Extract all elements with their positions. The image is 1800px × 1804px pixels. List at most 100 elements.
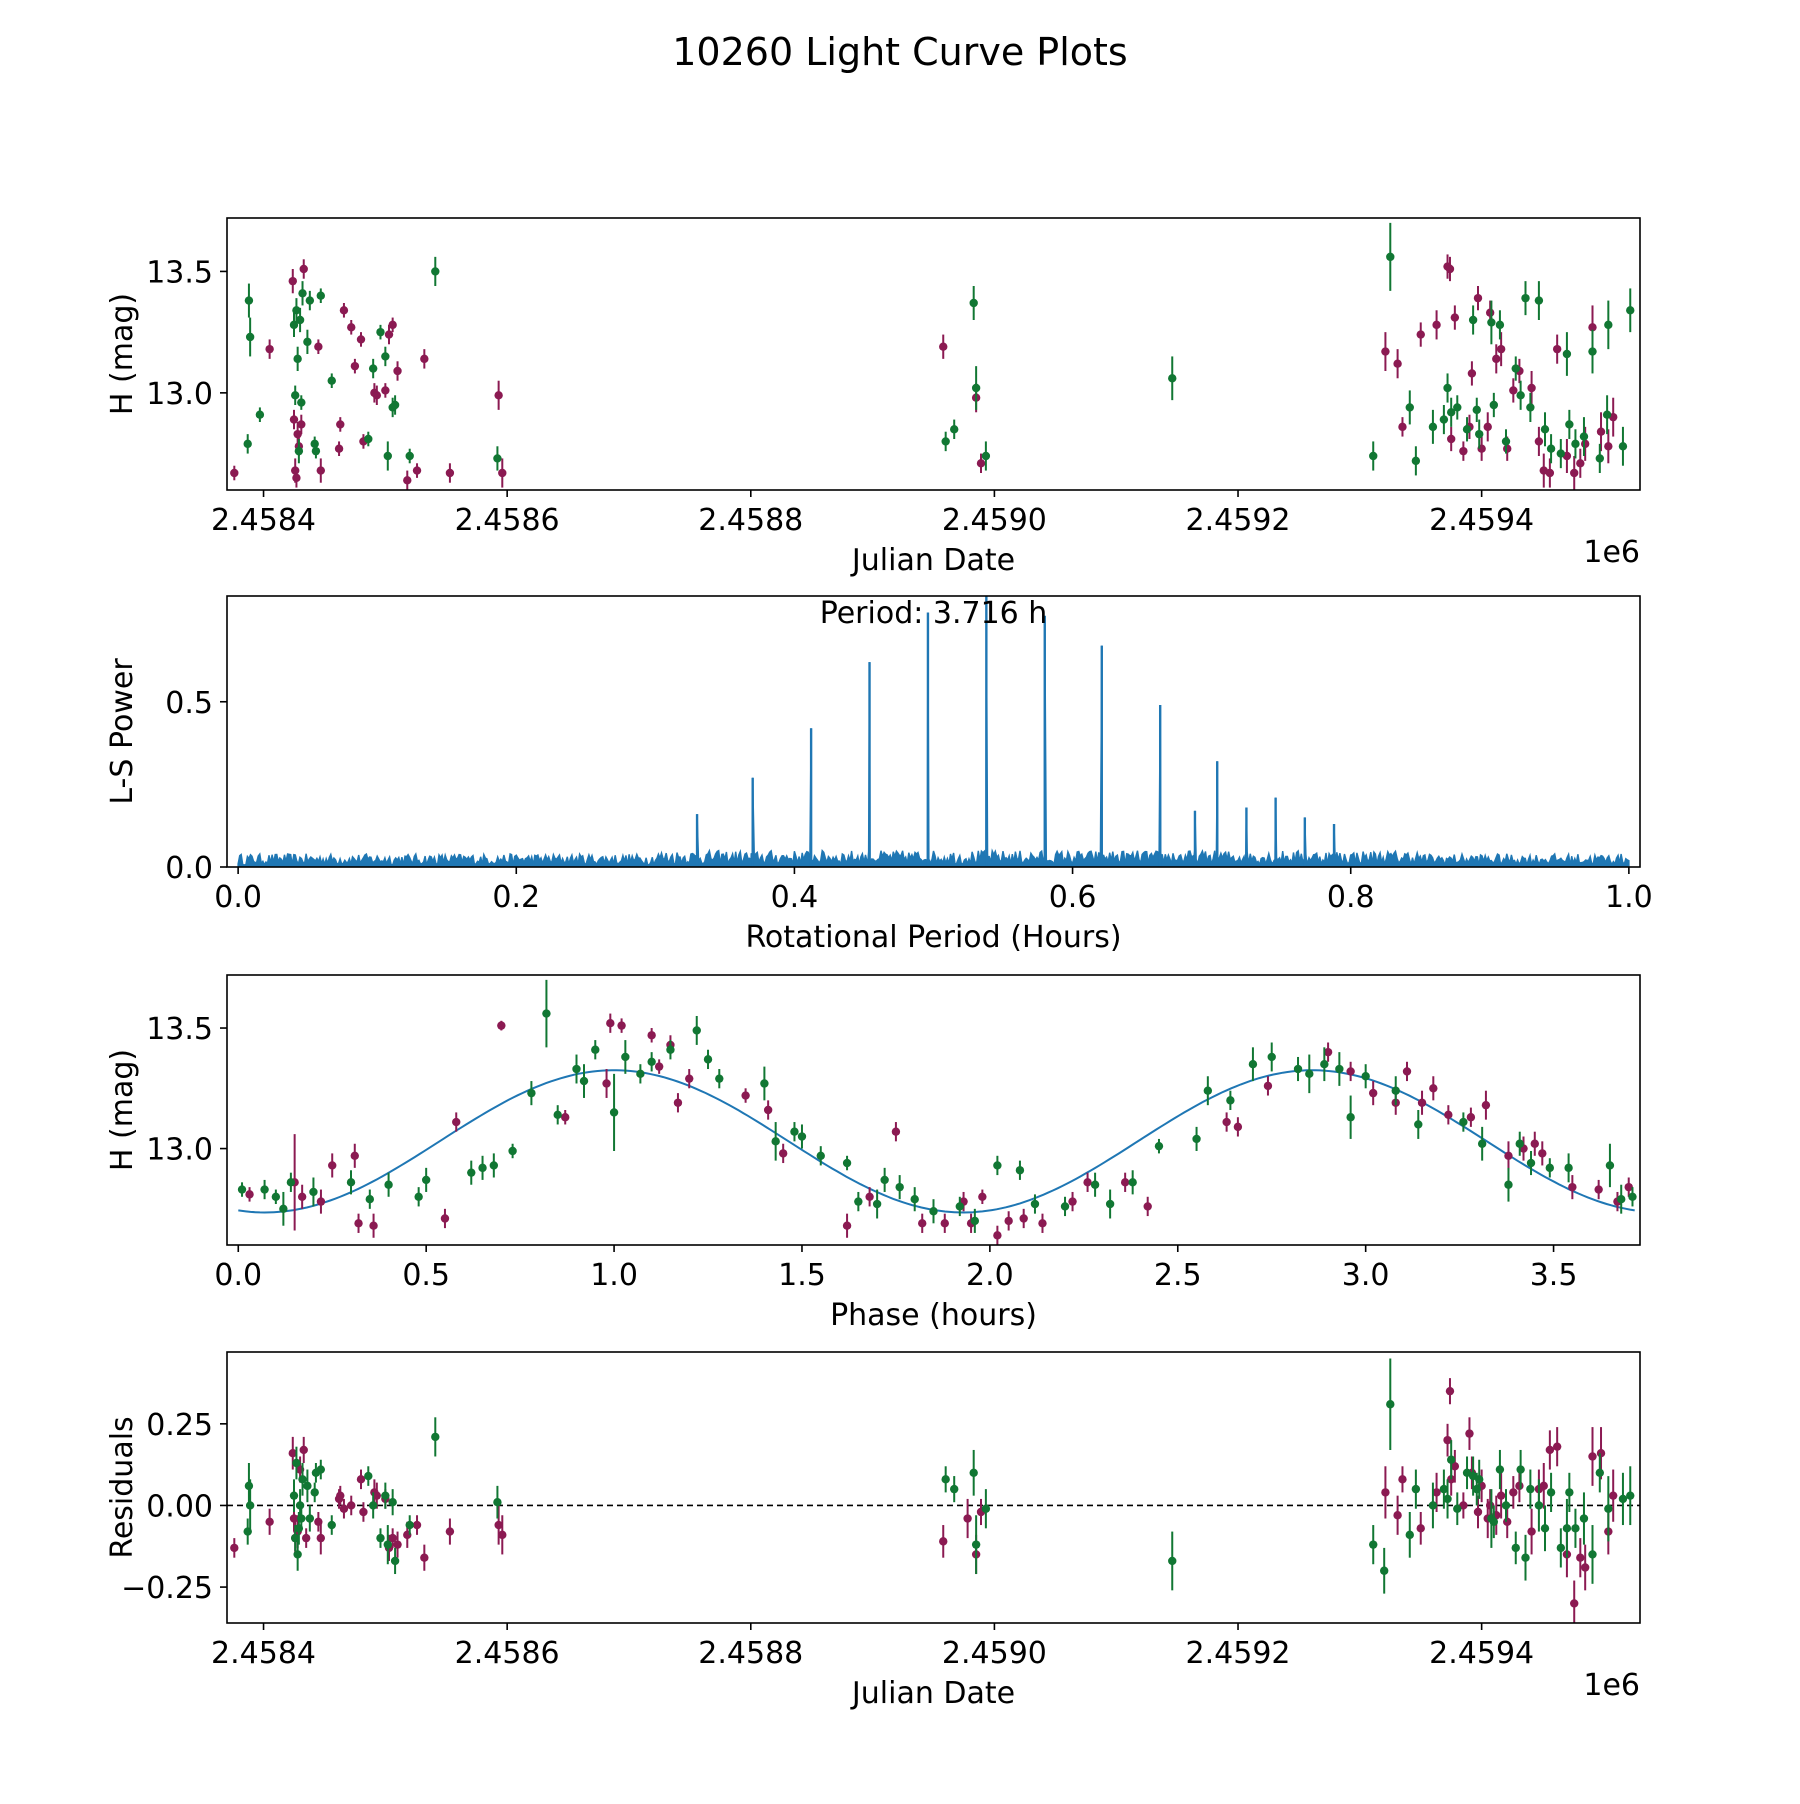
lightcurve-data-point [1453, 403, 1462, 412]
phased-series-1 [245, 1013, 1633, 1245]
phased-data-point [1568, 1182, 1577, 1192]
lightcurve-data-point [1588, 347, 1597, 356]
phased-data-point [279, 1204, 288, 1214]
phased-data-point [591, 1045, 600, 1054]
residuals-data-point [298, 1475, 307, 1484]
phased-data-point [1120, 1178, 1130, 1187]
lightcurve-data-point [390, 400, 400, 410]
phased-data-point [1530, 1139, 1539, 1148]
residuals-data-point [939, 1537, 948, 1546]
residuals-data-point [327, 1520, 336, 1530]
phased-data-point [703, 1055, 713, 1064]
lightcurve-data-point [1496, 344, 1506, 354]
residuals-data-point [941, 1475, 950, 1484]
lightcurve-y-tick-label: 13.0 [146, 377, 213, 412]
residuals-data-point [230, 1543, 239, 1553]
phased-axes-frame [226, 974, 1641, 1246]
phased-data-point [1233, 1122, 1243, 1132]
residuals-data-point [498, 1530, 507, 1540]
lightcurve-y-tick-label: 13.5 [146, 255, 213, 290]
lightcurve-data-point [1526, 403, 1535, 412]
lightcurve-data-point [1521, 293, 1530, 303]
lightcurve-data-point [420, 354, 429, 364]
lightcurve-data-point [1483, 422, 1492, 432]
phased-data-point [1538, 1149, 1547, 1158]
phased-data-point [1564, 1163, 1573, 1173]
lightcurve-data-point [1381, 347, 1390, 356]
phased-data-point [1515, 1139, 1524, 1148]
lightcurve-data-point [1416, 330, 1425, 339]
residuals-data-point [1369, 1540, 1378, 1549]
residuals-data-point [1496, 1491, 1506, 1500]
residuals-data-point [292, 1458, 301, 1468]
lightcurve-data-point [1398, 422, 1407, 432]
phased-data-point [606, 1019, 615, 1028]
phased-data-point [1624, 1182, 1633, 1192]
residuals-data-point [950, 1484, 959, 1494]
lightcurve-data-point [293, 354, 302, 364]
phased-data-point [602, 1079, 611, 1088]
phased-data-point [309, 1187, 318, 1197]
lightcurve-data-point [297, 420, 306, 429]
lightcurve-data-point [314, 342, 323, 351]
phased-data-point [715, 1074, 724, 1083]
periodogram-x-tick-label: 0.4 [771, 880, 819, 915]
phased-data-point [1594, 1185, 1603, 1194]
lightcurve-data-point [1446, 434, 1456, 444]
residuals-data-point [981, 1504, 991, 1513]
phased-data-point [880, 1175, 889, 1185]
phased-data-point [621, 1052, 630, 1062]
phased-data-point [760, 1079, 769, 1088]
lightcurve-data-point [493, 454, 502, 463]
lightcurve-data-point [971, 383, 981, 393]
lightcurve-data-point [364, 434, 373, 444]
residuals-data-point [1445, 1386, 1455, 1396]
lightcurve-data-point [1546, 444, 1556, 453]
lightcurve-data-point [289, 320, 299, 330]
lightcurve-data-point [1411, 456, 1421, 466]
periodogram-plot-area [237, 596, 1630, 867]
phased-data-point [797, 1132, 807, 1141]
lightcurve-data-point [291, 466, 300, 475]
lightcurve-data-point [376, 327, 385, 337]
residuals-data-point [1576, 1553, 1585, 1562]
phased-data-point [1504, 1180, 1513, 1189]
phased-data-point [910, 1194, 919, 1204]
lightcurve-data-point [1459, 446, 1468, 456]
residuals-data-point [1521, 1553, 1530, 1562]
residuals-data-point [372, 1491, 382, 1500]
residuals-data-point [347, 1501, 356, 1510]
phased-data-point [778, 1149, 788, 1158]
lightcurve-data-point [1562, 349, 1572, 359]
residuals-x-tick-label: 2.4584 [211, 1636, 316, 1671]
residuals-series-2 [243, 1358, 1635, 1594]
residuals-data-point [1495, 1465, 1505, 1474]
residuals-data-point [412, 1520, 422, 1530]
residuals-data-point [303, 1481, 312, 1491]
lightcurve-data-point [1604, 320, 1613, 330]
phased-data-point [940, 1219, 949, 1228]
lightcurve-data-point [350, 361, 360, 371]
lightcurve-data-point [1432, 320, 1441, 330]
residuals-data-point [1509, 1488, 1518, 1497]
phased-data-point [842, 1158, 852, 1168]
lightcurve-data-point [356, 335, 366, 344]
residuals-data-point [299, 1445, 308, 1455]
lightcurve-y-label: H (mag) [105, 293, 140, 415]
phased-data-point [673, 1098, 683, 1107]
lightcurve-data-point [291, 391, 300, 400]
lightcurve-data-point [403, 476, 412, 485]
lightcurve-data-point [388, 320, 397, 330]
phased-data-point [1323, 1047, 1333, 1057]
residuals-data-point [265, 1517, 274, 1526]
residuals-data-point [339, 1504, 349, 1513]
phased-data-point [1293, 1064, 1303, 1074]
residuals-data-point [316, 1533, 325, 1543]
lightcurve-series-2 [243, 222, 1635, 476]
periodogram-title: Period: 3.716 h [820, 596, 1048, 631]
periodogram-y-label: L-S Power [105, 658, 140, 805]
residuals-data-point [289, 1491, 299, 1500]
lightcurve-x-tick-label: 2.4592 [1186, 503, 1291, 538]
phased-data-point [865, 1192, 874, 1201]
phased-data-point [790, 1127, 799, 1136]
